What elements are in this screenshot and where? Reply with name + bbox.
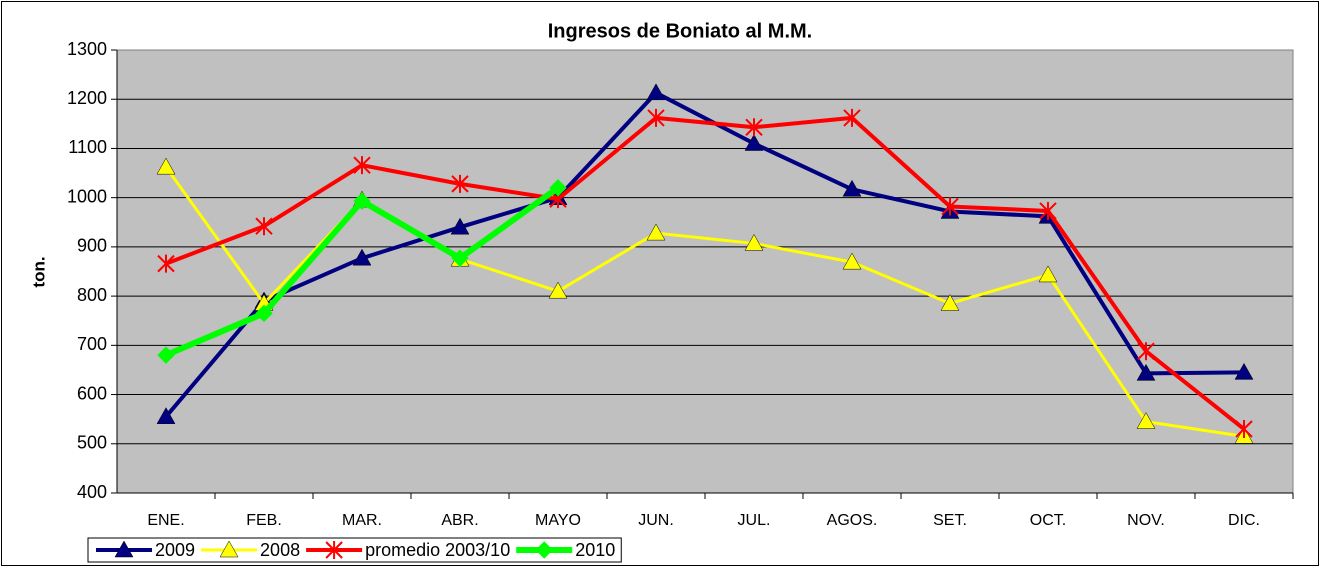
x-tick-label: MAYO bbox=[535, 512, 581, 529]
marker bbox=[535, 541, 553, 559]
x-tick-label: SET. bbox=[933, 512, 967, 529]
marker bbox=[451, 174, 469, 193]
marker bbox=[451, 249, 469, 267]
x-tick-label: FEB. bbox=[246, 512, 282, 529]
marker bbox=[1136, 412, 1156, 429]
x-tick-label: ABR. bbox=[441, 512, 478, 529]
y-tick-label: 1300 bbox=[67, 39, 107, 59]
marker bbox=[325, 541, 343, 559]
marker bbox=[1038, 265, 1058, 283]
marker bbox=[450, 217, 470, 235]
marker bbox=[646, 83, 666, 101]
marker bbox=[255, 304, 273, 323]
series-line bbox=[164, 90, 1245, 418]
series-line bbox=[165, 115, 1246, 431]
y-tick-label: 1000 bbox=[67, 186, 107, 206]
marker bbox=[548, 281, 568, 299]
x-tick-label: DIC. bbox=[1228, 512, 1260, 529]
x-tick-label: ENE. bbox=[147, 512, 184, 529]
marker bbox=[646, 223, 666, 241]
marker bbox=[353, 192, 371, 210]
y-tick-label: 400 bbox=[77, 482, 107, 502]
marker bbox=[744, 134, 764, 151]
marker bbox=[549, 179, 567, 197]
marker bbox=[255, 217, 273, 236]
legend-label: 2010 bbox=[575, 540, 615, 560]
marker bbox=[219, 540, 239, 558]
legend-label: 2009 bbox=[155, 540, 195, 560]
y-tick-label: 600 bbox=[77, 383, 107, 403]
legend-label: 2008 bbox=[260, 540, 300, 560]
marker bbox=[941, 197, 959, 216]
y-tick-label: 1200 bbox=[67, 88, 107, 108]
marker bbox=[1235, 420, 1253, 439]
x-tick-label: AGOS. bbox=[827, 512, 878, 529]
marker bbox=[1137, 342, 1155, 361]
marker bbox=[843, 108, 861, 127]
marker bbox=[647, 108, 665, 127]
y-tick-label: 1100 bbox=[68, 137, 107, 157]
y-tick-label: 800 bbox=[77, 285, 107, 305]
marker bbox=[157, 254, 175, 273]
marker bbox=[352, 248, 372, 266]
marker bbox=[745, 118, 763, 137]
y-tick-label: 900 bbox=[77, 236, 107, 256]
marker bbox=[1136, 363, 1156, 381]
marker bbox=[157, 346, 175, 364]
x-tick-label: JUN. bbox=[638, 512, 674, 529]
legend-label: promedio 2003/10 bbox=[365, 540, 510, 560]
plot-area: 400 500 600 700 800 900 1000 1100 1200 1300 ENE. FE… bbox=[67, 39, 1294, 529]
marker bbox=[1234, 362, 1254, 380]
x-tick-label: MAR. bbox=[342, 512, 382, 529]
marker bbox=[842, 179, 862, 197]
marker bbox=[353, 156, 371, 175]
marker bbox=[842, 252, 862, 270]
y-axis-label: ton. bbox=[29, 256, 48, 287]
y-tick-label: 500 bbox=[77, 433, 107, 453]
marker bbox=[156, 407, 176, 424]
legend: 2009 2008 promedio 2003/10 2010 bbox=[87, 537, 622, 563]
x-tick-label: OCT. bbox=[1030, 512, 1066, 529]
marker bbox=[940, 293, 960, 311]
marker bbox=[114, 540, 134, 558]
marker bbox=[156, 157, 176, 175]
x-tick-label: JUL. bbox=[738, 512, 771, 529]
y-tick-label: 700 bbox=[77, 334, 107, 354]
marker bbox=[1039, 201, 1057, 220]
chart-title: Ingresos de Boniato al M.M. bbox=[548, 20, 812, 42]
marker bbox=[744, 233, 764, 251]
x-tick-label: NOV. bbox=[1127, 512, 1165, 529]
